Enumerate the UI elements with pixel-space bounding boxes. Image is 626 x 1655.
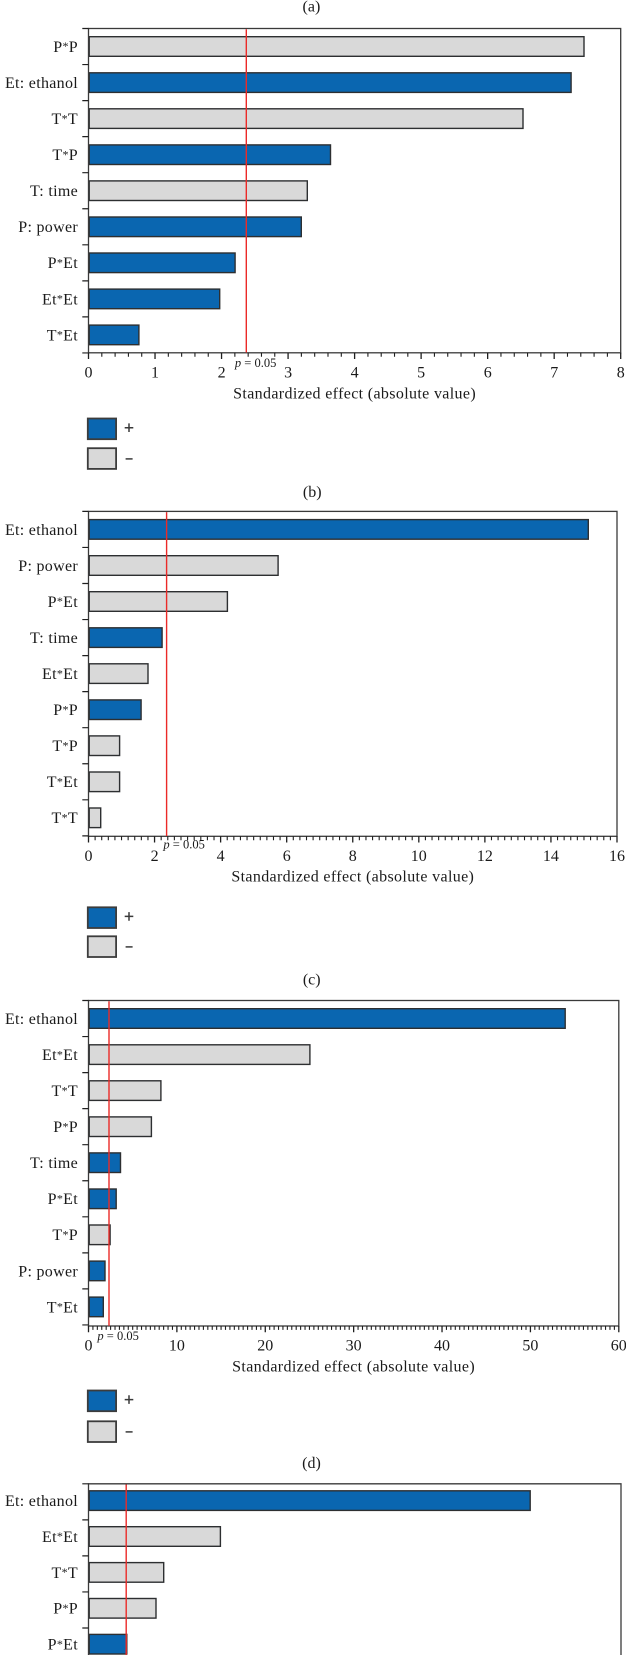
svg-text:60: 60 xyxy=(611,1338,626,1355)
svg-text:10: 10 xyxy=(169,1338,185,1355)
svg-text:6: 6 xyxy=(283,848,291,865)
svg-text:(a): (a) xyxy=(303,0,321,16)
svg-text:Standardized effect (absolute: Standardized effect (absolute value) xyxy=(232,1358,475,1375)
svg-text:4: 4 xyxy=(351,364,359,381)
svg-text:Et: ethanol: Et: ethanol xyxy=(5,75,78,92)
svg-text:Et*​Et: Et*​Et xyxy=(42,291,78,308)
svg-text:40: 40 xyxy=(434,1338,450,1355)
svg-text:20: 20 xyxy=(257,1338,273,1355)
svg-text:6: 6 xyxy=(484,364,492,381)
svg-text:10: 10 xyxy=(411,848,427,865)
svg-text:7: 7 xyxy=(550,364,558,381)
svg-text:p = 0.05: p = 0.05 xyxy=(234,356,276,370)
svg-text:T*​Et: T*​Et xyxy=(47,774,78,791)
svg-text:Et: ethanol: Et: ethanol xyxy=(5,1493,78,1510)
svg-text:P*​P: P*​P xyxy=(53,1601,78,1618)
svg-text:Et: ethanol: Et: ethanol xyxy=(5,522,78,539)
svg-text:Standardized effect (absolute: Standardized effect (absolute value) xyxy=(231,869,474,886)
svg-text:2: 2 xyxy=(151,848,159,865)
svg-text:50: 50 xyxy=(522,1338,538,1355)
svg-text:2: 2 xyxy=(218,364,226,381)
svg-text:P*​Et: P*​Et xyxy=(48,594,79,611)
svg-text:T*​P: T*​P xyxy=(52,1227,78,1244)
svg-text:T*​T: T*​T xyxy=(52,111,78,128)
svg-text:0: 0 xyxy=(85,848,93,865)
svg-text:P: power: P: power xyxy=(18,219,78,236)
svg-text:T*​P: T*​P xyxy=(52,738,78,755)
svg-text:5: 5 xyxy=(417,364,425,381)
svg-text:T: time: T: time xyxy=(30,630,78,647)
svg-text:P*​P: P*​P xyxy=(53,39,78,56)
svg-text:14: 14 xyxy=(543,848,559,865)
svg-text:16: 16 xyxy=(609,848,625,865)
svg-text:0: 0 xyxy=(85,364,93,381)
svg-text:P*​Et: P*​Et xyxy=(48,255,79,272)
svg-text:T*​T: T*​T xyxy=(52,810,78,827)
svg-text:12: 12 xyxy=(477,848,493,865)
svg-text:(b): (b) xyxy=(303,484,322,501)
svg-text:Et*​Et: Et*​Et xyxy=(42,1047,78,1064)
svg-text:1: 1 xyxy=(151,364,159,381)
svg-text:T*​Et: T*​Et xyxy=(47,327,78,344)
svg-text:P*​Et: P*​Et xyxy=(48,1191,79,1208)
svg-text:30: 30 xyxy=(346,1338,362,1355)
svg-text:Standardized effect (absolute: Standardized effect (absolute value) xyxy=(233,385,476,402)
svg-text:Et: ethanol: Et: ethanol xyxy=(5,1011,78,1028)
svg-text:8: 8 xyxy=(617,364,625,381)
svg-text:T: time: T: time xyxy=(30,183,78,200)
svg-text:3: 3 xyxy=(284,364,292,381)
svg-text:(c): (c) xyxy=(303,972,321,989)
svg-text:T: time: T: time xyxy=(30,1155,78,1172)
svg-text:P: power: P: power xyxy=(18,558,78,575)
svg-text:T*​T: T*​T xyxy=(52,1565,78,1582)
svg-text:(d): (d) xyxy=(302,1455,321,1472)
svg-text:0: 0 xyxy=(85,1338,93,1355)
svg-text:T*​T: T*​T xyxy=(52,1083,78,1100)
svg-text:P*​P: P*​P xyxy=(53,702,78,719)
svg-text:T*​Et: T*​Et xyxy=(47,1299,78,1316)
svg-text:4: 4 xyxy=(217,848,225,865)
svg-text:8: 8 xyxy=(349,848,357,865)
svg-text:T*​P: T*​P xyxy=(52,147,78,164)
svg-text:Et*​Et: Et*​Et xyxy=(42,1529,78,1546)
svg-text:p = 0.05: p = 0.05 xyxy=(162,837,204,851)
svg-text:P: power: P: power xyxy=(18,1263,78,1280)
svg-text:Et*​Et: Et*​Et xyxy=(42,666,78,683)
svg-text:P*​P: P*​P xyxy=(53,1119,78,1136)
svg-text:P*​Et: P*​Et xyxy=(48,1637,79,1654)
svg-text:p = 0.05: p = 0.05 xyxy=(96,1329,138,1343)
